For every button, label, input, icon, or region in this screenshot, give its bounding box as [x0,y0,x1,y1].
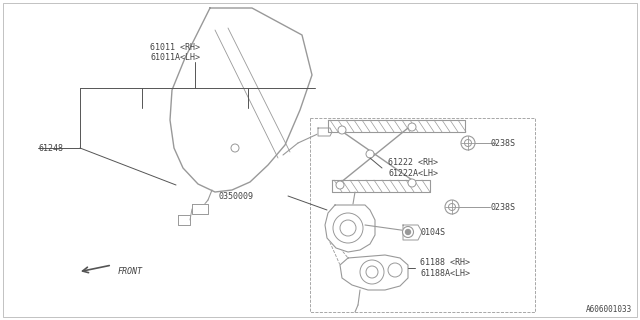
Text: A606001033: A606001033 [586,305,632,314]
Circle shape [360,260,384,284]
Circle shape [408,179,416,187]
Circle shape [333,213,363,243]
Polygon shape [328,120,465,132]
Circle shape [231,144,239,152]
Circle shape [366,150,374,158]
Polygon shape [192,204,208,214]
Circle shape [366,266,378,278]
Circle shape [445,200,459,214]
Polygon shape [170,8,312,192]
Polygon shape [318,128,332,136]
Circle shape [449,204,456,211]
Text: 61188 <RH>
61188A<LH>: 61188 <RH> 61188A<LH> [420,258,470,278]
Polygon shape [178,215,190,225]
Polygon shape [403,225,422,240]
Polygon shape [325,205,375,252]
Circle shape [336,181,344,189]
Circle shape [388,263,402,277]
Circle shape [338,126,346,134]
Circle shape [408,123,416,131]
Circle shape [406,229,410,235]
Circle shape [340,220,356,236]
Text: 61248: 61248 [38,143,63,153]
Polygon shape [332,180,430,192]
Polygon shape [340,255,408,290]
Text: 61222 <RH>
61222A<LH>: 61222 <RH> 61222A<LH> [388,158,438,178]
Text: FRONT: FRONT [118,268,143,276]
Text: 61011 <RH>
61011A<LH>: 61011 <RH> 61011A<LH> [150,43,200,62]
Text: 0238S: 0238S [490,139,515,148]
Text: 0350009: 0350009 [218,191,253,201]
Circle shape [465,140,472,147]
Text: 0104S: 0104S [420,228,445,236]
Circle shape [403,227,413,237]
Circle shape [461,136,475,150]
Text: 0238S: 0238S [490,203,515,212]
